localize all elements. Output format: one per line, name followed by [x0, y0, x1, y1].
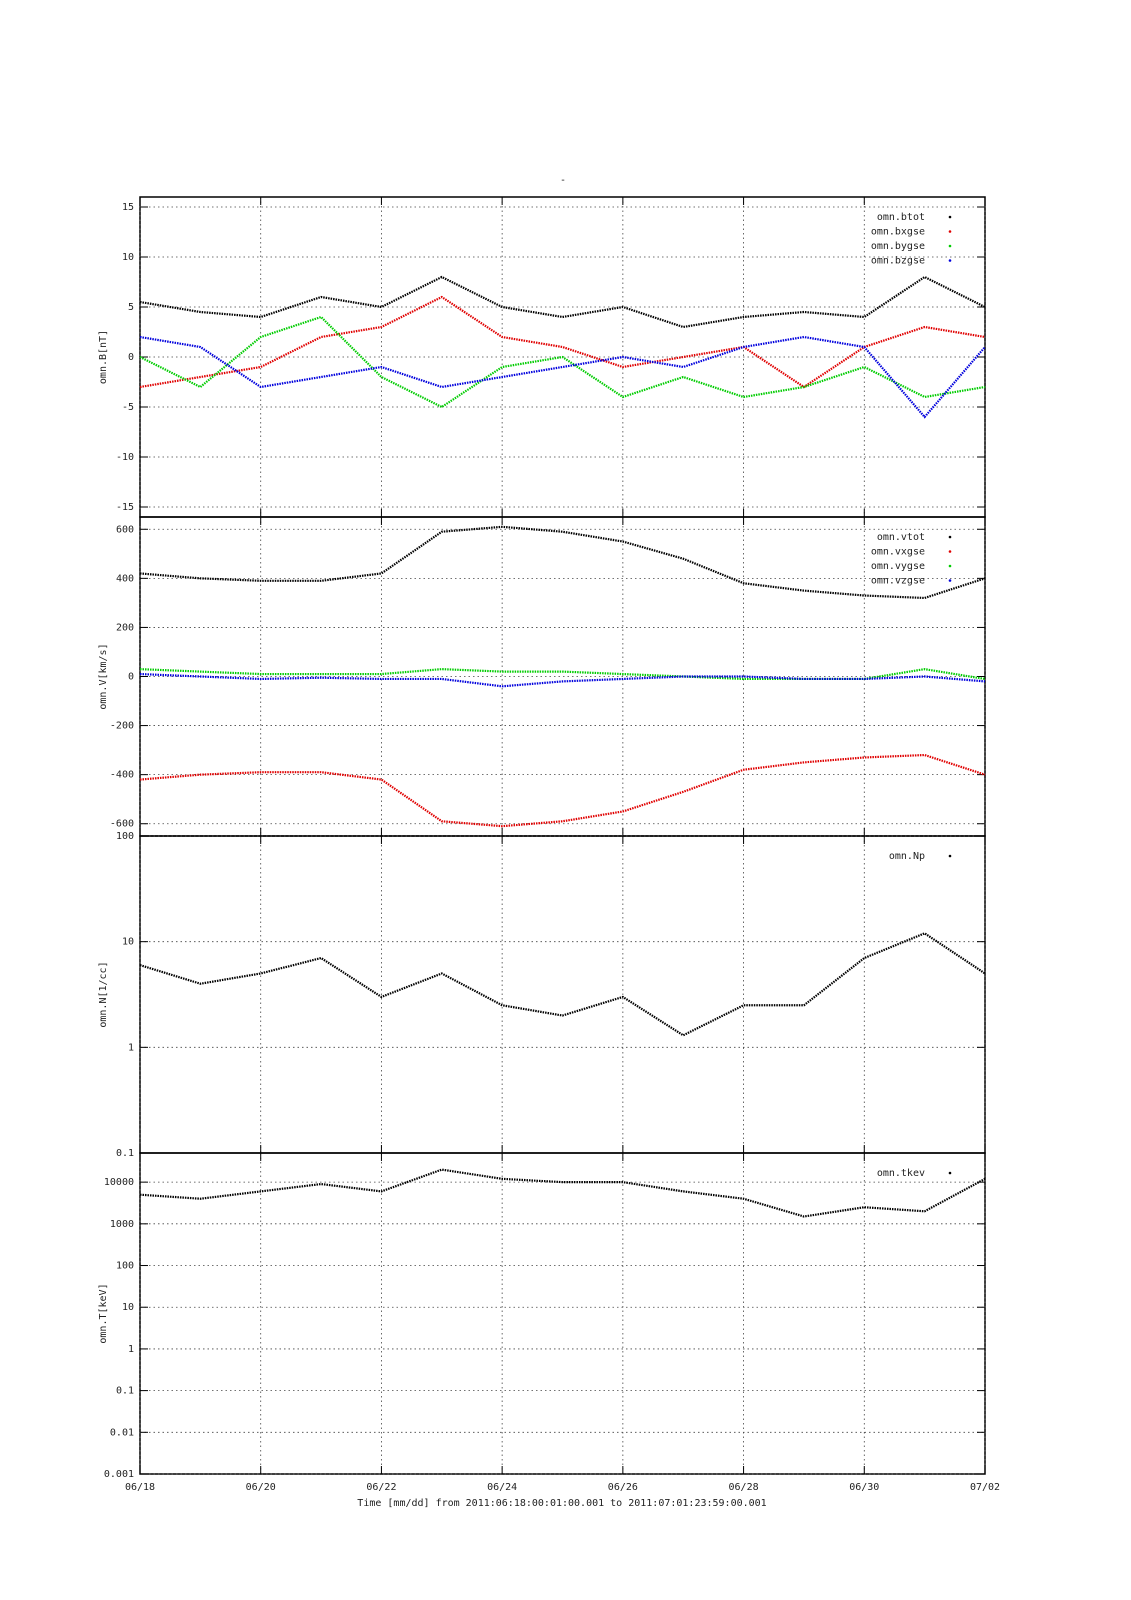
- legend-marker: [948, 230, 952, 233]
- legend-marker: [948, 215, 952, 219]
- series-line: [139, 932, 986, 1037]
- y-tick-label: 5: [128, 302, 134, 313]
- y-tick-label: -10: [116, 452, 134, 463]
- series-line: [139, 753, 986, 828]
- y-tick-label: -200: [110, 721, 134, 732]
- y-tick-label: 100: [116, 1261, 134, 1272]
- legend-label: omn.btot: [877, 212, 925, 223]
- legend-marker: [948, 550, 952, 553]
- y-tick-label: 15: [122, 202, 134, 213]
- x-tick-label: 06/28: [729, 1482, 759, 1493]
- legend-label: omn.bygse: [871, 241, 925, 252]
- legend-marker: [948, 244, 952, 248]
- y-tick-label: -400: [110, 770, 134, 781]
- series-line: [139, 295, 986, 389]
- y-tick-label: 200: [116, 622, 134, 633]
- y-tick-label: 0: [128, 672, 134, 683]
- legend-marker: [948, 579, 952, 582]
- y-axis-label: omn.B[nT]: [98, 330, 109, 384]
- y-tick-label: 10: [122, 1302, 134, 1313]
- y-tick-label: 1: [128, 1042, 134, 1053]
- x-tick-label: 06/18: [125, 1482, 155, 1493]
- y-tick-label: -5: [122, 402, 134, 413]
- x-tick-label: 06/30: [849, 1482, 879, 1493]
- y-tick-label: 1000: [110, 1219, 134, 1230]
- legend-label: omn.vtot: [877, 532, 925, 543]
- series-line: [139, 275, 986, 329]
- x-tick-label: 06/26: [608, 1482, 638, 1493]
- legend-label: omn.vxgse: [871, 547, 925, 558]
- x-tick-label: 06/20: [246, 1482, 276, 1493]
- y-tick-label: -15: [116, 502, 134, 513]
- legend-label: omn.vzgse: [871, 576, 925, 587]
- y-tick-label: 100: [116, 831, 134, 842]
- y-tick-label: 0.1: [116, 1148, 134, 1159]
- plot-frame: [139, 835, 986, 1154]
- legend-label: omn.Np: [889, 851, 925, 862]
- series-line: [139, 315, 986, 409]
- y-tick-label: 10: [122, 252, 134, 263]
- legend-label: omn.bzgse: [871, 256, 925, 267]
- series-line: [139, 672, 986, 688]
- y-tick-label: 1: [128, 1344, 134, 1355]
- y-axis-label: omn.T[keV]: [98, 1283, 109, 1343]
- legend-label: omn.tkev: [877, 1168, 925, 1179]
- x-tick-label: 06/22: [366, 1482, 396, 1493]
- y-tick-label: 0.01: [110, 1427, 134, 1438]
- legend-marker: [948, 854, 952, 858]
- legend-label: omn.vygse: [871, 561, 925, 572]
- y-tick-label: 10: [122, 937, 134, 948]
- legend-label: omn.bxgse: [871, 227, 925, 238]
- y-axis-label: omn.N[1/cc]: [98, 961, 109, 1027]
- series-line: [139, 668, 986, 681]
- series-line: [139, 1168, 986, 1218]
- x-axis-label: Time [mm/dd] from 2011:06:18:00:01:00.00…: [357, 1498, 766, 1509]
- y-tick-label: 400: [116, 573, 134, 584]
- legend-marker: [948, 1171, 952, 1175]
- legend-marker: [948, 564, 952, 568]
- chart-title: -: [560, 175, 566, 186]
- legend-marker: [948, 259, 952, 262]
- x-tick-label: 06/24: [487, 1482, 517, 1493]
- y-axis-label: omn.V[km/s]: [98, 643, 109, 709]
- y-tick-label: 0.001: [104, 1469, 134, 1480]
- y-tick-label: -600: [110, 819, 134, 830]
- plot-frame: [139, 1152, 986, 1475]
- y-tick-label: 10000: [104, 1177, 134, 1188]
- y-tick-label: 600: [116, 524, 134, 535]
- y-tick-label: 0.1: [116, 1386, 134, 1397]
- series-line: [139, 335, 986, 419]
- x-tick-label: 07/02: [970, 1482, 1000, 1493]
- series-line: [139, 525, 986, 600]
- y-tick-label: 0: [128, 352, 134, 363]
- legend-marker: [948, 535, 952, 539]
